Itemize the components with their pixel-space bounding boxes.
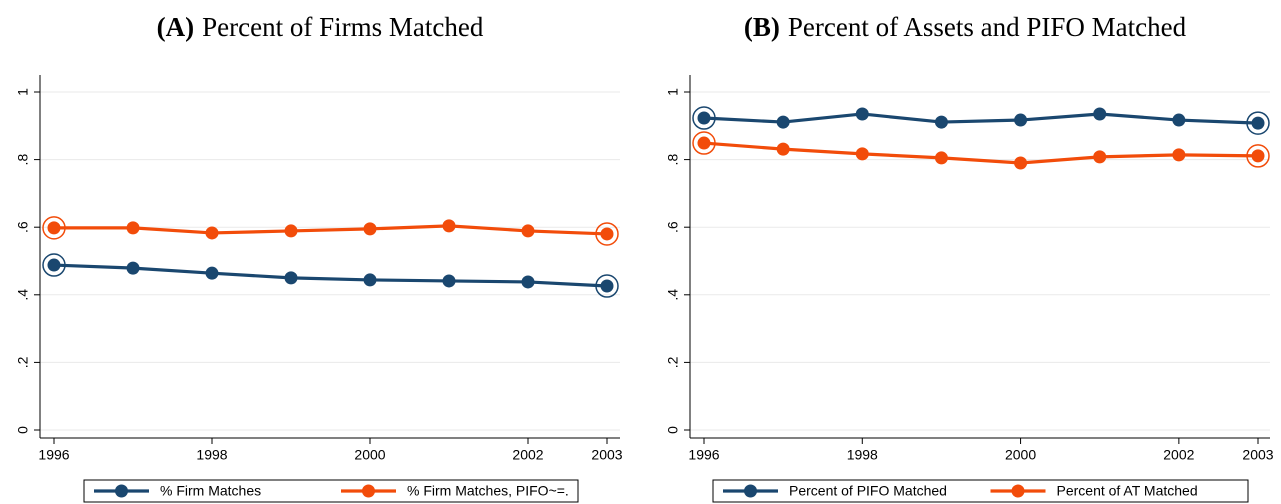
data-point — [47, 258, 61, 272]
y-tick-label: .6 — [665, 221, 681, 233]
y-tick-label: .8 — [15, 154, 31, 166]
endpoint-ring — [595, 274, 619, 298]
data-point — [1093, 107, 1107, 121]
y-tick-label: .2 — [665, 356, 681, 368]
data-point — [126, 261, 140, 275]
data-point — [442, 219, 456, 233]
endpoint-ring — [42, 253, 66, 277]
x-tick-label: 2003 — [1242, 447, 1273, 463]
data-point — [1014, 156, 1028, 170]
x-tick-label: 1996 — [688, 447, 719, 463]
data-point — [600, 279, 614, 293]
legend-marker — [362, 484, 375, 498]
y-tick-label: 1 — [15, 88, 31, 96]
series-line — [703, 141, 1259, 165]
data-point — [776, 115, 790, 129]
endpoint-ring — [692, 131, 716, 155]
data-point — [47, 221, 61, 235]
data-point — [934, 151, 948, 165]
y-tick-label: 0 — [15, 426, 31, 434]
series-line — [53, 263, 608, 288]
data-point — [1093, 150, 1107, 164]
x-tick-label: 2002 — [512, 447, 543, 463]
data-point — [363, 273, 377, 287]
data-point — [600, 227, 614, 241]
data-point — [855, 107, 869, 121]
data-point — [934, 115, 948, 129]
x-tick-label: 1998 — [847, 447, 878, 463]
y-tick-label: .6 — [15, 221, 31, 233]
data-point — [697, 111, 711, 125]
x-tick-label: 1996 — [38, 447, 69, 463]
data-point — [697, 136, 711, 150]
data-point — [1172, 148, 1186, 162]
x-tick-label: 1998 — [196, 447, 227, 463]
data-point — [205, 266, 219, 280]
data-point — [442, 274, 456, 288]
series-line — [54, 224, 608, 236]
data-point — [284, 271, 298, 285]
legend-marker — [1011, 484, 1025, 498]
legend-marker — [115, 484, 128, 498]
legend-label: Percent of PIFO Matched — [789, 483, 947, 499]
chart-title: (A) Percent of Firms Matched — [157, 12, 484, 42]
title-text: Percent of Firms Matched — [202, 12, 484, 42]
endpoint-ring — [595, 222, 619, 246]
title-text: Percent of Assets and PIFO Matched — [788, 12, 1187, 42]
data-point — [521, 275, 535, 289]
legend-marker — [744, 484, 757, 498]
chart-title: (B) Percent of Assets and PIFO Matched — [744, 12, 1187, 42]
data-point — [363, 222, 377, 236]
y-tick-label: .2 — [15, 356, 31, 368]
data-point — [521, 224, 535, 238]
data-point — [126, 221, 140, 235]
legend-box — [712, 479, 1249, 503]
endpoint-ring — [1246, 144, 1270, 168]
y-tick-label: .8 — [665, 154, 681, 166]
endpoint-ring — [692, 106, 716, 130]
legend-box — [83, 479, 579, 503]
panel-label: (A) — [157, 12, 194, 42]
legend-label: Percent of AT Matched — [1057, 483, 1198, 499]
data-point — [1251, 116, 1265, 130]
y-tick-label: 0 — [665, 426, 681, 434]
x-tick-label: 2003 — [591, 447, 622, 463]
y-tick-label: .4 — [15, 289, 31, 301]
panel-label: (B) — [744, 12, 780, 42]
data-point — [1172, 113, 1186, 127]
data-point — [855, 147, 869, 161]
data-point — [776, 142, 790, 156]
legend-label: % Firm Matches — [160, 483, 261, 499]
x-tick-label: 2000 — [1005, 447, 1036, 463]
series-line — [703, 112, 1259, 125]
data-point — [205, 226, 219, 240]
x-tick-label: 2002 — [1163, 447, 1194, 463]
y-tick-label: .4 — [665, 289, 681, 301]
x-tick-label: 2000 — [354, 447, 385, 463]
y-tick-label: 1 — [665, 88, 681, 96]
endpoint-ring — [1246, 111, 1270, 135]
legend-label: % Firm Matches, PIFO~=. — [407, 483, 569, 499]
data-point — [1251, 149, 1265, 163]
data-point — [1014, 113, 1028, 127]
endpoint-ring — [42, 216, 66, 240]
data-point — [284, 224, 298, 238]
